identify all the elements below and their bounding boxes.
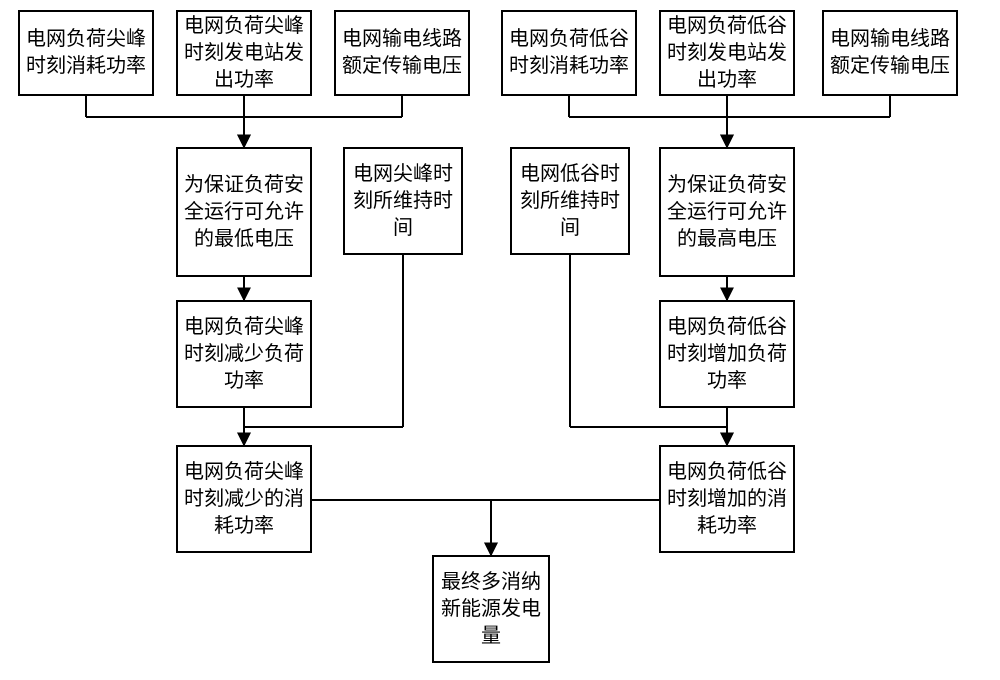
node-d2: 电网负荷低谷时刻增加的消耗功率 [659, 445, 795, 553]
node-label: 电网负荷低谷时刻增加的消耗功率 [667, 459, 787, 540]
node-label: 电网负荷尖峰时刻减少的消耗功率 [184, 459, 304, 540]
node-c2: 电网负荷低谷时刻增加负荷功率 [659, 300, 795, 408]
node-label: 电网负荷低谷时刻发电站发出功率 [667, 13, 787, 94]
node-label: 电网负荷低谷时刻增加负荷功率 [667, 314, 787, 395]
node-a2: 电网负荷尖峰时刻发电站发出功率 [176, 10, 312, 96]
node-label: 电网输电线路额定传输电压 [342, 26, 462, 80]
node-b3: 电网低谷时刻所维持时间 [510, 147, 630, 255]
node-a3: 电网输电线路额定传输电压 [334, 10, 470, 96]
node-c1: 电网负荷尖峰时刻减少负荷功率 [176, 300, 312, 408]
node-label: 最终多消纳新能源发电量 [440, 569, 542, 650]
node-label: 电网尖峰时刻所维持时间 [351, 161, 455, 242]
node-label: 电网输电线路额定传输电压 [830, 26, 950, 80]
node-d1: 电网负荷尖峰时刻减少的消耗功率 [176, 445, 312, 553]
node-label: 电网负荷低谷时刻消耗功率 [509, 26, 629, 80]
node-label: 为保证负荷安全运行可允许的最低电压 [184, 172, 304, 253]
node-b4: 为保证负荷安全运行可允许的最高电压 [659, 147, 795, 277]
node-a4: 电网负荷低谷时刻消耗功率 [501, 10, 637, 96]
node-a1: 电网负荷尖峰时刻消耗功率 [18, 10, 154, 96]
node-label: 电网负荷尖峰时刻发电站发出功率 [184, 13, 304, 94]
flowchart-canvas: 电网负荷尖峰时刻消耗功率电网负荷尖峰时刻发电站发出功率电网输电线路额定传输电压电… [0, 0, 1000, 680]
node-label: 为保证负荷安全运行可允许的最高电压 [667, 172, 787, 253]
node-label: 电网负荷尖峰时刻消耗功率 [26, 26, 146, 80]
node-a6: 电网输电线路额定传输电压 [822, 10, 958, 96]
node-a5: 电网负荷低谷时刻发电站发出功率 [659, 10, 795, 96]
node-label: 电网负荷尖峰时刻减少负荷功率 [184, 314, 304, 395]
node-e1: 最终多消纳新能源发电量 [432, 555, 550, 663]
node-b2: 电网尖峰时刻所维持时间 [343, 147, 463, 255]
node-label: 电网低谷时刻所维持时间 [518, 161, 622, 242]
node-b1: 为保证负荷安全运行可允许的最低电压 [176, 147, 312, 277]
